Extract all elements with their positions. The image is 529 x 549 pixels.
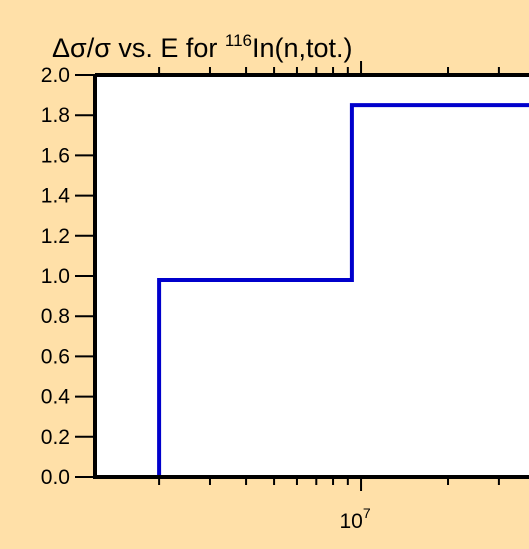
y-tick-label: 0.8	[41, 305, 70, 328]
x-tick-label: 107	[339, 505, 370, 533]
series-line	[157, 103, 529, 477]
chart-title-suffix: In(n,tot.)	[252, 33, 353, 63]
y-tick-label: 0.4	[41, 386, 71, 409]
y-tick-label: 0.6	[41, 345, 70, 368]
chart-title-superscript: 116	[225, 31, 252, 50]
x-axis: 107	[158, 61, 500, 533]
plot-frame	[93, 73, 529, 479]
x-tick-label-base: 10	[339, 510, 362, 533]
y-tick-label: 1.0	[41, 265, 70, 288]
y-tick-label: 0.0	[41, 466, 70, 489]
chart-title-prefix: Δσ/σ vs. E for	[52, 33, 225, 63]
plot-area	[95, 75, 529, 477]
x-tick-label-exponent: 7	[363, 505, 371, 521]
y-tick-label: 0.2	[41, 426, 70, 449]
y-tick-label: 1.6	[41, 144, 70, 167]
y-axis: 0.0 0.2 0.4 0.6 0.8 1.0 1.2 1.4 1.6 1.8 2.0	[41, 64, 95, 489]
series-layer	[157, 103, 529, 477]
chart-title: Δσ/σ vs. E for 116In(n,tot.)	[52, 31, 353, 63]
y-tick-label: 1.4	[41, 185, 71, 208]
y-tick-label: 1.2	[41, 225, 70, 248]
y-tick-label: 1.8	[41, 104, 70, 127]
y-tick-label: 2.0	[41, 64, 70, 87]
